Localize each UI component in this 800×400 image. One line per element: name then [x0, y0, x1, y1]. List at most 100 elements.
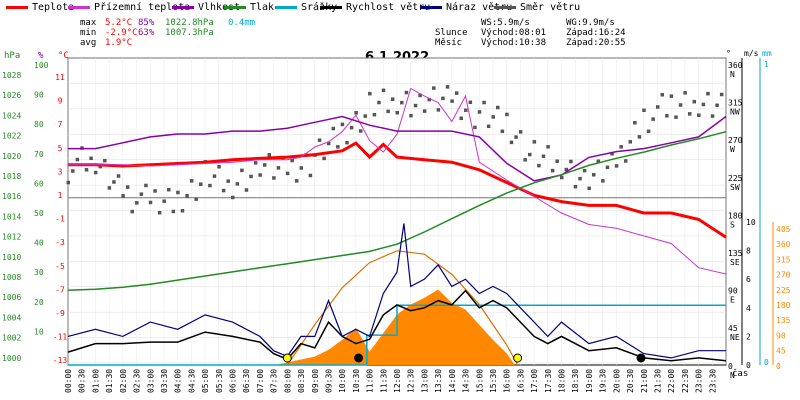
wind-direction-point — [546, 145, 550, 149]
wind-direction-point — [573, 184, 578, 189]
series-line-rychlost-v-tru — [67, 289, 727, 362]
wind-direction-point — [98, 164, 102, 169]
pct-tick: 20 — [34, 298, 44, 307]
wind-direction-point — [135, 201, 139, 205]
wind-direction-point — [422, 109, 427, 113]
sun-elevation-line — [286, 250, 519, 366]
time-tick: 09:00 — [311, 369, 320, 393]
wind-direction-point — [687, 112, 692, 116]
dir-tick-deg: 45 — [728, 324, 738, 333]
wind-direction-point — [555, 159, 559, 163]
wind-direction-point — [75, 157, 80, 162]
time-tick: 20:30 — [626, 369, 635, 393]
legend-item: Tlak — [224, 2, 274, 13]
pct-tick: 100 — [34, 61, 49, 70]
wind-direction-point — [628, 140, 633, 144]
ms-tick: 8 — [746, 247, 751, 256]
legend-item: Náraz větru — [420, 2, 512, 13]
wind-direction-point — [413, 103, 418, 108]
wind-direction-point — [185, 194, 189, 198]
wind-direction-point — [89, 156, 93, 161]
sun-set: Západ:16:24 — [566, 28, 626, 38]
wind-direction-point — [130, 209, 134, 214]
sun-label: Slunce — [435, 28, 468, 38]
wind-direction-point — [390, 97, 395, 101]
dir-tick-name: NW — [730, 108, 740, 117]
pct-tick: 60 — [34, 179, 44, 188]
wind-direction-point — [404, 90, 409, 95]
time-tick: 11:30 — [379, 369, 388, 393]
wind-direction-point — [523, 158, 527, 162]
time-tick: 08:00 — [283, 369, 292, 393]
wind-direction-point — [84, 168, 89, 172]
dir-tick-name: SW — [730, 183, 740, 192]
wind-direction-point — [217, 164, 221, 169]
temp-tick: -11 — [53, 333, 68, 342]
dir-tick-name: N — [730, 371, 735, 380]
wind-direction-point — [674, 115, 678, 119]
legend-label: Směr větru — [520, 2, 581, 13]
wind-direction-point — [605, 165, 610, 170]
time-tick: 21:00 — [640, 369, 649, 393]
legend-swatch — [320, 5, 342, 9]
wind-direction-point — [715, 103, 719, 108]
wind-direction-point — [601, 179, 605, 183]
time-tick: 05:00 — [201, 369, 210, 393]
legend-label: Rychlost větru — [346, 2, 431, 13]
wind-direction-point — [560, 175, 564, 180]
ms-unit: m/s — [744, 49, 759, 58]
wind-direction-point — [701, 102, 706, 107]
wind-direction-point — [372, 112, 377, 117]
temp-tick: -13 — [53, 356, 68, 365]
wm-tick: 135 — [776, 316, 791, 325]
wind-direction-point — [235, 182, 240, 186]
dir-tick-deg: 315 — [728, 99, 743, 108]
wind-direction-point — [249, 174, 253, 179]
time-tick: 05:30 — [215, 369, 224, 393]
wind-direction-point — [468, 100, 473, 104]
moon-label: Měsíc — [435, 38, 463, 48]
pct-tick: 90 — [34, 91, 44, 100]
wm-tick: 225 — [776, 286, 791, 295]
wind-direction-point — [345, 140, 349, 145]
wind-direction-point — [189, 179, 194, 183]
wind-direction-point — [199, 182, 203, 186]
wind-direction-point — [418, 93, 422, 98]
wind-direction-point — [514, 135, 518, 139]
wind-direction-point — [482, 100, 486, 105]
time-tick: 16:30 — [516, 369, 525, 393]
hpa-tick: 1020 — [2, 152, 21, 161]
time-tick: 22:30 — [681, 369, 690, 393]
wm-tick: 180 — [776, 301, 791, 310]
wind-direction-point — [377, 100, 381, 105]
wind-direction-point — [409, 113, 413, 118]
wind-direction-point — [669, 94, 674, 98]
wind-direction-point — [171, 209, 176, 214]
wind-direction-point — [646, 129, 651, 134]
wind-direction-point — [486, 124, 491, 129]
time-tick: 12:00 — [393, 369, 402, 393]
legend-swatch — [68, 5, 90, 9]
dir-tick-name: N — [730, 70, 735, 79]
hpa-tick: 1014 — [2, 212, 21, 221]
legend-label: Vlhkost — [198, 2, 241, 13]
stat-min-temp: -2.9°C — [105, 28, 138, 38]
wind-direction-point — [253, 161, 258, 165]
hpa-tick: 1018 — [2, 172, 21, 181]
temp-tick: 9 — [58, 97, 63, 106]
legend-item: Přízemní teplota — [68, 2, 190, 13]
temp-tick: 5 — [58, 144, 63, 153]
wind-direction-point — [322, 156, 326, 161]
wm-tick: 270 — [776, 271, 791, 280]
legend-label: Tlak — [250, 2, 275, 13]
pct-tick: 50 — [34, 209, 44, 218]
ms-tick: 6 — [746, 275, 751, 284]
time-tick: 22:00 — [667, 369, 676, 393]
pct-unit: % — [38, 51, 44, 61]
mm-tick: 0 — [764, 358, 769, 367]
time-tick: 20:00 — [612, 369, 621, 393]
wind-direction-point — [445, 85, 450, 89]
wind-direction-point — [432, 86, 436, 90]
wind-direction-point — [139, 192, 144, 196]
time-tick: 13:30 — [434, 369, 443, 393]
